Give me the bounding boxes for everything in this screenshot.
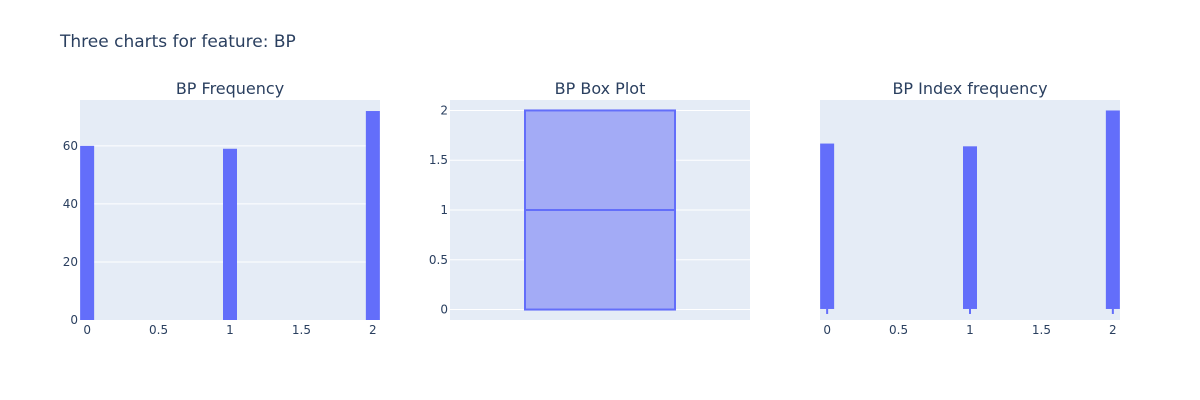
y-tick-label: 2 (440, 103, 448, 117)
bar (365, 111, 380, 320)
x-tick-label: 0.5 (149, 323, 168, 337)
subplot-title: BP Frequency (176, 79, 284, 98)
bar (820, 143, 835, 309)
x-tick-label: 2 (1109, 323, 1117, 337)
y-tick-label: 1.5 (429, 153, 448, 167)
y-tick-label: 0 (70, 313, 78, 327)
bar (1105, 110, 1120, 309)
bar (223, 148, 237, 320)
x-tick-label: 2 (369, 323, 377, 337)
subplot-title: BP Box Plot (555, 79, 646, 98)
figure-title: Three charts for feature: BP (60, 32, 296, 52)
x-tick-label: 0.5 (889, 323, 908, 337)
x-tick-label: 1.5 (292, 323, 311, 337)
subplot-title: BP Index frequency (892, 79, 1047, 98)
y-tick-label: 60 (63, 139, 78, 153)
x-tick-label: 1.5 (1032, 323, 1051, 337)
y-tick-label: 40 (63, 197, 78, 211)
bar (80, 145, 95, 320)
x-tick-label: 0 (823, 323, 831, 337)
y-tick-label: 0.5 (429, 253, 448, 267)
bar (963, 146, 977, 309)
x-tick-label: 1 (226, 323, 234, 337)
x-tick-label: 1 (966, 323, 974, 337)
y-tick-label: 1 (440, 203, 448, 217)
y-tick-label: 20 (63, 255, 78, 269)
subplot-3: BP Index frequency 0 0.5 1 1.5 2 (820, 79, 1120, 337)
y-tick-label: 0 (440, 303, 448, 317)
subplot-2: BP Box Plot 0 0.5 1 1.5 2 (429, 79, 750, 320)
x-tick-label: 0 (83, 323, 91, 337)
subplot-1: BP Frequency 0 20 40 60 0 0.5 1 1.5 2 (63, 79, 380, 337)
